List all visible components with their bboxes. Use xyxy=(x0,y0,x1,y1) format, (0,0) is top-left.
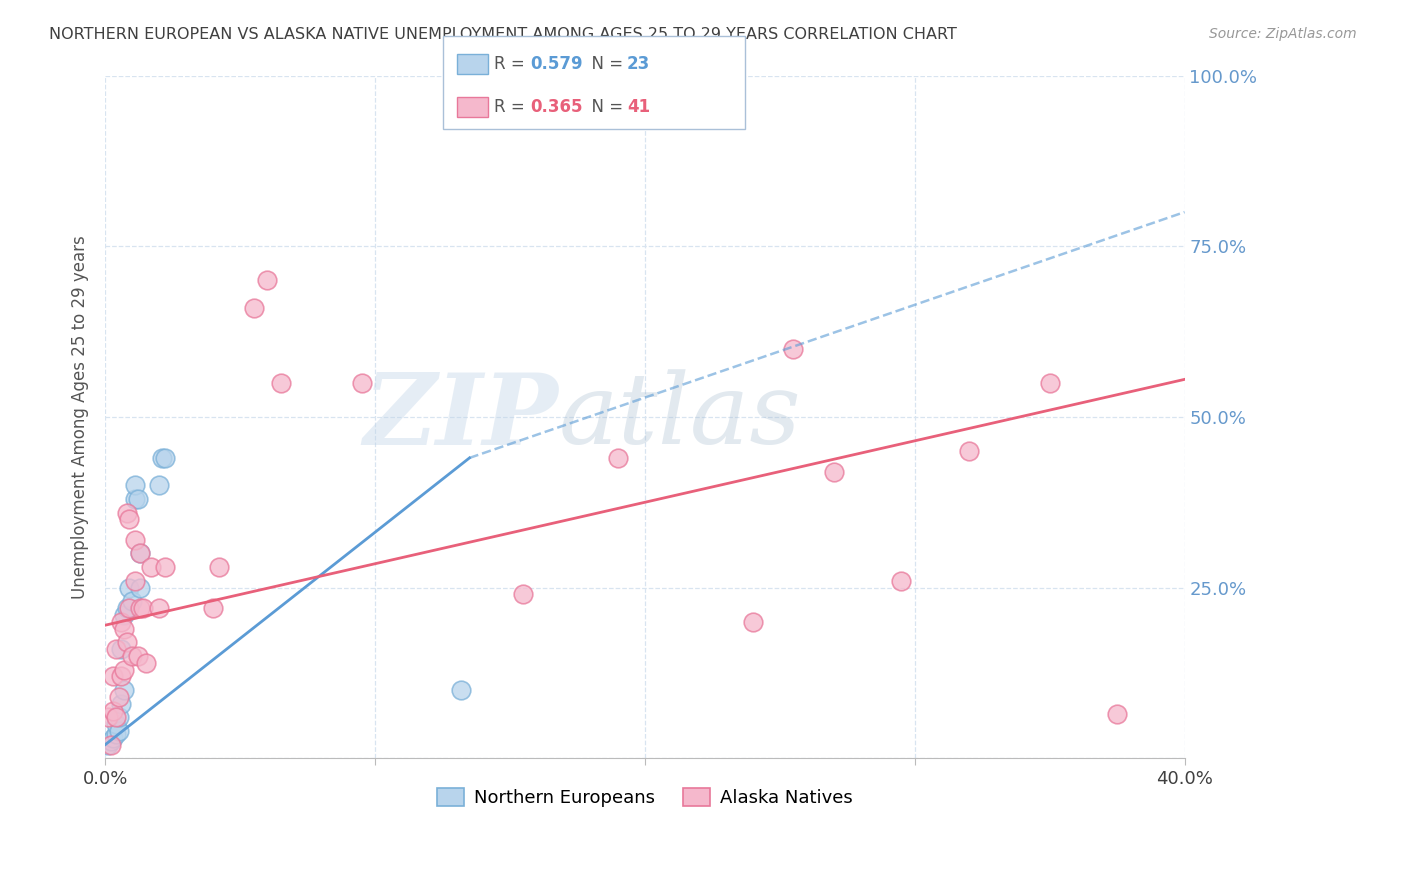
Point xyxy=(270,376,292,390)
Point xyxy=(148,478,170,492)
Point xyxy=(100,738,122,752)
Point xyxy=(782,342,804,356)
Point xyxy=(207,560,229,574)
Point xyxy=(129,547,152,561)
Point xyxy=(115,635,138,649)
Point xyxy=(153,450,176,465)
Point xyxy=(118,601,141,615)
Point xyxy=(107,690,129,704)
Point xyxy=(124,478,146,492)
Point xyxy=(118,512,141,526)
Point xyxy=(112,622,135,636)
Point xyxy=(132,601,155,615)
Point xyxy=(121,594,143,608)
Point xyxy=(450,683,472,698)
Text: atlas: atlas xyxy=(558,369,801,465)
Point xyxy=(103,669,125,683)
Point xyxy=(202,601,225,615)
Point xyxy=(107,724,129,739)
Point xyxy=(1039,376,1062,390)
Point xyxy=(129,547,152,561)
Point xyxy=(105,717,128,731)
Point xyxy=(148,601,170,615)
Text: R =: R = xyxy=(494,98,530,116)
Point xyxy=(112,663,135,677)
Point xyxy=(110,697,132,711)
Point xyxy=(135,656,157,670)
Text: R =: R = xyxy=(494,55,530,73)
Point xyxy=(139,560,162,574)
Point xyxy=(124,533,146,547)
Point xyxy=(150,450,173,465)
Point xyxy=(112,683,135,698)
Y-axis label: Unemployment Among Ages 25 to 29 years: Unemployment Among Ages 25 to 29 years xyxy=(72,235,89,599)
Text: 0.579: 0.579 xyxy=(530,55,582,73)
Point xyxy=(957,444,980,458)
Point xyxy=(606,450,628,465)
Point xyxy=(124,491,146,506)
Text: 0.365: 0.365 xyxy=(530,98,582,116)
Point xyxy=(1107,706,1129,721)
Point xyxy=(127,491,149,506)
Point xyxy=(107,710,129,724)
Text: Source: ZipAtlas.com: Source: ZipAtlas.com xyxy=(1209,27,1357,41)
Point xyxy=(105,727,128,741)
Point xyxy=(115,506,138,520)
Point xyxy=(112,607,135,622)
Point xyxy=(105,642,128,657)
Text: NORTHERN EUROPEAN VS ALASKA NATIVE UNEMPLOYMENT AMONG AGES 25 TO 29 YEARS CORREL: NORTHERN EUROPEAN VS ALASKA NATIVE UNEMP… xyxy=(49,27,957,42)
Point xyxy=(100,734,122,748)
Point xyxy=(110,615,132,629)
Text: ZIP: ZIP xyxy=(364,368,558,466)
Point xyxy=(242,301,264,315)
Point xyxy=(350,376,373,390)
Point xyxy=(129,581,152,595)
Point xyxy=(118,581,141,595)
Text: 41: 41 xyxy=(627,98,650,116)
Point xyxy=(121,648,143,663)
Legend: Northern Europeans, Alaska Natives: Northern Europeans, Alaska Natives xyxy=(429,780,860,814)
Text: 23: 23 xyxy=(627,55,651,73)
Point xyxy=(741,615,763,629)
Point xyxy=(512,587,534,601)
Point xyxy=(890,574,912,588)
Point xyxy=(124,574,146,588)
Point xyxy=(105,710,128,724)
Point xyxy=(127,648,149,663)
Point xyxy=(103,731,125,745)
Point xyxy=(103,704,125,718)
Point xyxy=(110,669,132,683)
Point xyxy=(97,738,120,752)
Text: N =: N = xyxy=(581,55,628,73)
Point xyxy=(129,601,152,615)
Text: N =: N = xyxy=(581,98,628,116)
Point xyxy=(97,710,120,724)
Point xyxy=(110,642,132,657)
Point xyxy=(823,465,845,479)
Point xyxy=(256,273,278,287)
Point xyxy=(115,601,138,615)
Point xyxy=(153,560,176,574)
